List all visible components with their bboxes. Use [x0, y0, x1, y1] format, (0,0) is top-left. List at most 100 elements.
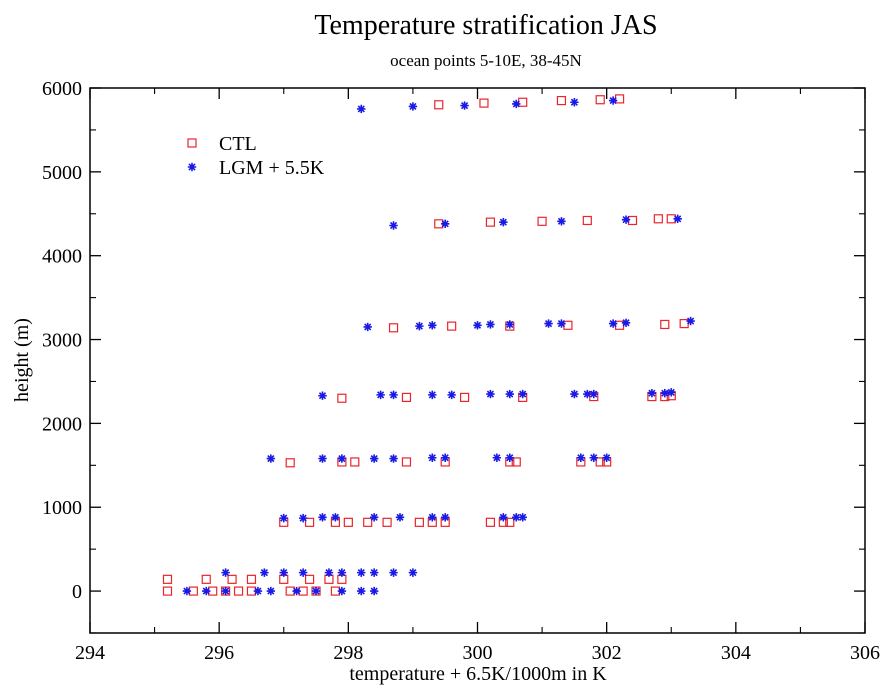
ctl-point [485, 217, 496, 227]
lgm-point [428, 453, 437, 462]
lgm-point [369, 586, 379, 596]
lgm-point [369, 568, 379, 577]
ctl-point [660, 319, 670, 330]
lgm-point [337, 454, 347, 463]
x-axis-label: temperature + 6.5K/1000m in K [349, 663, 607, 685]
lgm-point [621, 215, 631, 224]
ctl-point [343, 517, 353, 527]
y-axis: 0 1000 2000 3000 4000 5000 6000 [42, 78, 865, 634]
lgm-point [447, 390, 456, 400]
ctl-point [227, 574, 237, 584]
ctl-point [595, 95, 605, 105]
lgm-point [389, 221, 398, 230]
y-tick-label: 3000 [42, 330, 82, 352]
y-tick-label: 0 [72, 581, 82, 603]
ctl-point [350, 457, 360, 467]
lgm-point [253, 586, 263, 596]
lgm-point [505, 320, 514, 329]
lgm-point [602, 453, 611, 462]
ctl-point [304, 517, 315, 527]
lgm-point [660, 389, 669, 398]
ctl-point [505, 517, 515, 527]
lgm-point [408, 568, 418, 577]
ctl-point [556, 95, 567, 106]
lgm-point [460, 101, 469, 110]
legend-label: CTL [219, 133, 257, 155]
y-tick-label: 2000 [42, 413, 82, 435]
ctl-point [337, 393, 347, 403]
lgm-point [318, 454, 327, 463]
lgm-point [512, 513, 521, 522]
ctl-point [285, 458, 295, 468]
ctl-point [434, 100, 444, 110]
lgm-point [266, 586, 276, 596]
ctl-point [537, 216, 547, 226]
lgm-point [318, 391, 327, 400]
y-axis-label: height (m) [11, 318, 33, 402]
lgm-point [428, 390, 437, 400]
y-tick-label: 6000 [42, 78, 82, 100]
lgm-point [441, 453, 450, 462]
lgm-point [512, 99, 521, 109]
x-tick-label: 300 [463, 642, 493, 664]
lgm-point [492, 453, 502, 462]
lgm-point [357, 104, 366, 114]
x-tick-label: 306 [850, 642, 880, 664]
lgm-point [324, 568, 334, 577]
lgm-point [570, 98, 579, 107]
lgm-point [647, 389, 657, 398]
lgm-point [389, 390, 398, 400]
lgm-point [518, 513, 527, 522]
lgm-point [621, 318, 631, 327]
lgm-point [202, 586, 211, 596]
x-tick-label: 302 [592, 642, 622, 664]
lgm-point [292, 586, 301, 596]
lgm-point [357, 568, 366, 577]
lgm-point [608, 319, 618, 328]
lgm-point [518, 389, 527, 399]
ctl-point [479, 98, 489, 108]
lgm-point [583, 389, 592, 399]
legend-marker [187, 162, 197, 172]
lgm-point [486, 320, 495, 329]
chart-title: Temperature stratification JAS [314, 10, 657, 41]
x-tick-label: 304 [721, 642, 751, 664]
lgm-point [557, 319, 566, 328]
lgm-point [686, 316, 695, 326]
lgm-point [428, 513, 437, 522]
lgm-point [505, 453, 514, 462]
ctl-point [447, 321, 457, 331]
ctl-point [582, 215, 592, 226]
lgm-point [182, 586, 192, 596]
lgm-point [337, 568, 347, 577]
x-axis: 294 296 298 300 302 304 306 [75, 88, 880, 664]
lgm-point [473, 321, 482, 330]
lgm-point [363, 322, 372, 332]
lgm-point [221, 586, 230, 596]
ctl-point [511, 457, 521, 467]
lgm-point [279, 513, 288, 523]
lgm-point [608, 96, 618, 105]
ctl-point [382, 517, 392, 527]
plot-area [89, 87, 866, 634]
lgm-point [389, 568, 398, 577]
ctl-point [162, 574, 173, 584]
ctl-point [363, 517, 373, 527]
x-tick-label: 298 [333, 642, 363, 664]
ctl-point [485, 517, 496, 527]
lgm-point [369, 513, 379, 522]
lgm-point [428, 321, 437, 330]
lgm-point [570, 389, 579, 399]
lgm-point [331, 513, 340, 522]
legend-label: LGM + 5.5K [219, 157, 325, 179]
y-tick-label: 5000 [42, 162, 82, 184]
lgm-point [589, 389, 598, 399]
lgm-point [260, 568, 269, 577]
lgm-point [369, 454, 379, 463]
lgm-point [441, 219, 450, 229]
ctl-point [233, 586, 244, 596]
ctl-point [201, 574, 211, 584]
x-tick-label: 296 [204, 642, 234, 664]
lgm-point [505, 389, 514, 399]
